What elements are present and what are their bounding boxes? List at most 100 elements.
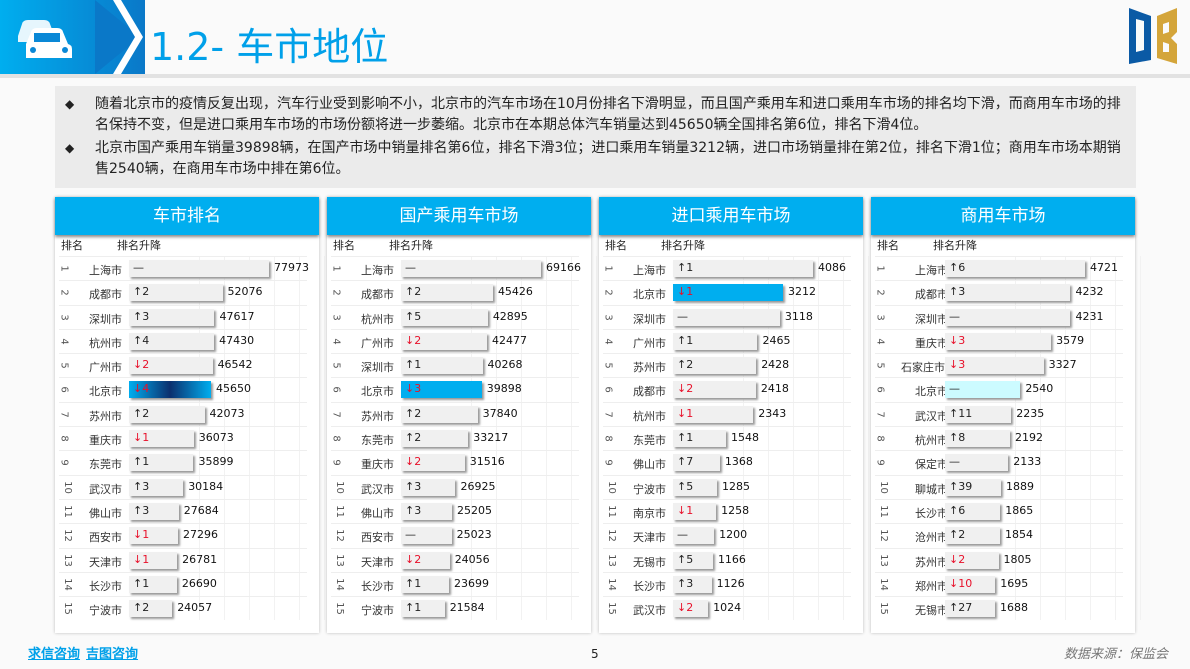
table-row: 11 长沙市 ↑6 1865: [875, 498, 1123, 523]
city-name: 重庆市: [915, 336, 948, 350]
rank-change: ↑2: [677, 358, 694, 372]
rank-number: 6: [602, 386, 614, 394]
table-row: 13 天津市 ↓2 24056: [331, 547, 579, 572]
rank-change: ↑8: [949, 431, 966, 445]
value-bar: [945, 308, 1071, 326]
rank-number: 2: [58, 289, 70, 296]
value-bar: [129, 527, 178, 545]
city-name: 武汉市: [89, 482, 122, 496]
table-row: 11 佛山市 ↑3 27684: [59, 498, 307, 523]
city-name: 无锡市: [633, 555, 666, 569]
rank-number: 8: [602, 435, 614, 442]
value-bar: [401, 600, 445, 618]
table-row: 11 佛山市 ↑3 25205: [331, 498, 579, 523]
grid-line: [1140, 256, 1141, 621]
rank-number: 4: [330, 338, 342, 345]
city-name: 杭州市: [915, 434, 948, 448]
table-row: 5 石家庄市 ↓3 3327: [875, 353, 1123, 377]
grid-line: [199, 256, 200, 621]
city-name: 上海市: [633, 264, 666, 277]
rank-change: —: [949, 455, 960, 468]
rank-number: 9: [330, 459, 342, 467]
sales-value: 26925: [460, 479, 496, 493]
rank-number: 9: [874, 459, 886, 467]
rank-number: 8: [58, 435, 70, 442]
sales-value: 2465: [762, 333, 791, 347]
rank-number: 7: [874, 411, 886, 418]
rank-number: 1: [602, 265, 614, 272]
grid-line: [299, 256, 300, 621]
cars-icon: [18, 20, 72, 58]
table-row: 1 上海市 — 77973: [59, 256, 309, 280]
value-bar: [673, 454, 720, 472]
rank-number: 9: [58, 459, 70, 467]
rank-number: 14: [333, 577, 345, 591]
table-row: 8 东莞市 ↑2 33217: [331, 426, 579, 450]
city-name: 天津市: [361, 555, 394, 569]
arrow-up-icon: ↑: [405, 601, 415, 615]
value-bar: [401, 260, 541, 277]
arrow-up-icon: ↑: [405, 479, 415, 493]
table-row: 4 广州市 ↓2 42477: [330, 328, 579, 353]
arrow-down-icon: ↓: [405, 333, 415, 347]
arrow-down-icon: ↓: [677, 285, 687, 299]
arrow-up-icon: ↑: [405, 285, 415, 299]
arrow-up-icon: ↑: [405, 503, 415, 517]
sales-value: 1200: [719, 528, 748, 542]
sales-value: 33217: [473, 431, 509, 445]
table-row: 4 广州市 ↑1 2465: [603, 328, 851, 353]
rank-change: ↓3: [949, 333, 966, 347]
sales-value: 24057: [177, 601, 213, 615]
footer-link-qiuxin[interactable]: 求信咨询: [28, 647, 81, 662]
city-name: 北京市: [915, 385, 948, 399]
table-row: 4 杭州市 ↑4 47430: [59, 328, 307, 353]
city-name: 郑州市: [915, 579, 948, 593]
dash-icon: —: [133, 261, 144, 274]
table-row: 6 北京市 ↓4 45650: [59, 377, 307, 401]
rank-change: ↓1: [133, 431, 150, 445]
col-change-header: 排名升降: [933, 239, 977, 252]
grid-line: [1040, 256, 1041, 621]
rank-change: ↑1: [405, 601, 422, 615]
rank-change: ↑2: [133, 406, 150, 420]
rank-number: 2: [874, 289, 886, 296]
city-name: 上海市: [915, 264, 948, 277]
rank-change: ↓1: [133, 552, 150, 566]
value-bar: [129, 551, 178, 569]
rank-change: ↓4: [133, 382, 150, 396]
rank-change: ↑4: [133, 333, 150, 347]
value-bar: [673, 405, 754, 423]
rank-number: 1: [874, 265, 886, 272]
arrow-down-icon: ↓: [949, 552, 959, 566]
value-bar: [945, 284, 1071, 302]
rank-change: ↑5: [677, 479, 694, 493]
page-title: 1.2- 车市地位: [150, 25, 389, 69]
city-name: 北京市: [89, 385, 122, 399]
grid-line: [596, 256, 597, 621]
rank-change: ↑5: [405, 309, 422, 323]
sales-value: 42477: [491, 333, 527, 347]
value-bar: [945, 527, 1000, 545]
grid-line: [1115, 256, 1116, 621]
rank-change: ↑3: [133, 309, 150, 323]
sales-value: 37840: [482, 406, 518, 420]
rank-change: —: [949, 310, 960, 323]
ranking-table: 1 上海市 — 69166 2 成都市 ↑2 45426 3 杭州市 ↑5 42…: [330, 256, 597, 621]
sales-value: 4721: [1090, 261, 1118, 274]
rank-number: 10: [605, 480, 617, 494]
sales-value: 1865: [1005, 503, 1034, 517]
sales-value: 3327: [1048, 358, 1077, 372]
rank-number: 2: [330, 289, 342, 296]
footer-link-jitu[interactable]: 吉图咨询: [86, 647, 139, 662]
rank-number: 15: [877, 602, 889, 616]
sales-value: 2428: [761, 358, 790, 372]
value-bar: [673, 260, 813, 277]
arrow-up-icon: ↑: [405, 309, 415, 323]
table-row: 12 沧州市 ↑2 1854: [875, 523, 1123, 547]
table-row: 5 深圳市 ↑1 40268: [331, 353, 579, 377]
value-bar: [945, 575, 996, 593]
value-bar: [401, 527, 452, 545]
rank-change: ↓1: [677, 285, 694, 299]
table-row: 14 长沙市 ↑1 26690: [59, 571, 307, 596]
arrow-down-icon: ↓: [677, 601, 687, 615]
